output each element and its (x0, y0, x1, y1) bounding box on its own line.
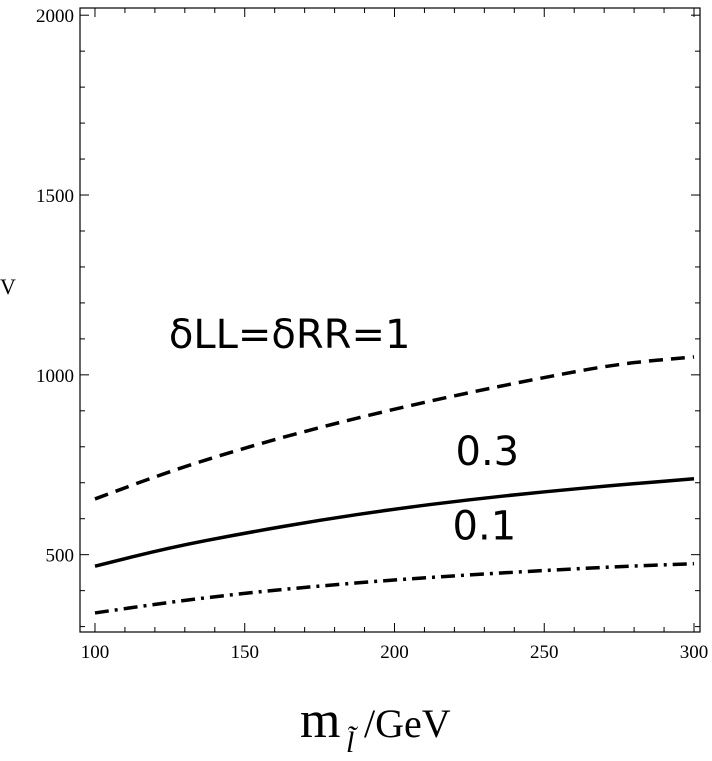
x-axis-label: m l̃ /GeV (300, 692, 451, 759)
y-tick-label: 2000 (36, 6, 74, 27)
x-tick-label: 150 (230, 642, 259, 663)
x-tick-label: 250 (530, 642, 559, 663)
series-group (94, 355, 695, 615)
series-line-2 (94, 561, 695, 615)
axis-ticks (80, 8, 700, 632)
plot-frame (79, 7, 701, 633)
y-tick-label: 1000 (36, 366, 74, 387)
annotation-label-0: δLL=δRR=1 (169, 312, 411, 358)
y-tick-label: 500 (46, 546, 75, 567)
x-axis-label-subscript: l̃ (346, 726, 358, 759)
x-axis-label-main: m (300, 692, 340, 749)
series-line-1 (94, 477, 695, 568)
x-tick-label: 300 (680, 642, 709, 663)
y-axis-label-fragment: V (0, 274, 16, 299)
annotation-label-1: 0.3 (456, 429, 520, 475)
tick-labels: 100 150 200 250 300 500 1000 1500 2000 (36, 6, 708, 663)
x-axis-label-unit: /GeV (364, 701, 451, 746)
series-line-0 (94, 355, 695, 501)
x-tick-label: 100 (81, 642, 110, 663)
y-tick-label: 1500 (36, 186, 74, 207)
x-tick-label: 200 (380, 642, 409, 663)
annotations-group: δLL=δRR=1 0.3 0.1 (169, 312, 519, 550)
annotation-label-2: 0.1 (453, 504, 517, 550)
